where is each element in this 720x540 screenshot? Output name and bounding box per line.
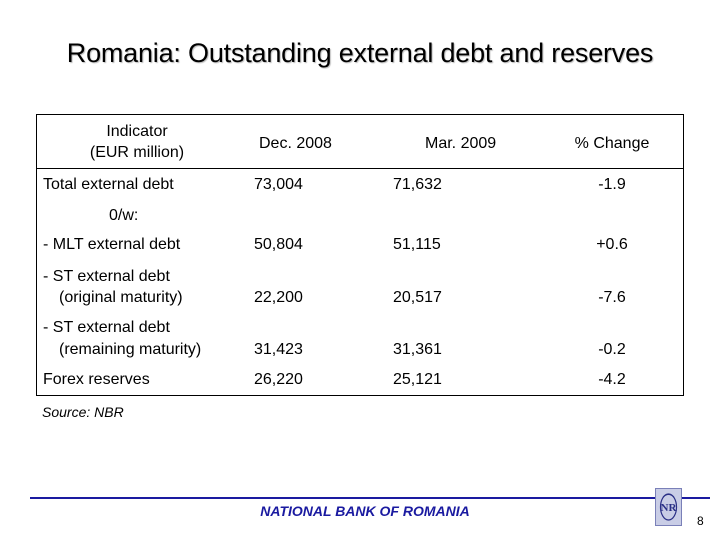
row-value-dec: 73,004: [254, 176, 303, 193]
nbr-logo-icon: NR: [655, 488, 682, 526]
footer-bank-name: NATIONAL BANK OF ROMANIA: [260, 503, 470, 519]
row-value-change: -4.2: [598, 371, 626, 388]
row-value-dec: 22,200: [254, 289, 303, 306]
row-label: - ST external debt: [43, 319, 170, 336]
svg-text:NR: NR: [661, 502, 678, 514]
row-label-sub: (original maturity): [59, 289, 183, 306]
header-mar-2009: Mar. 2009: [425, 135, 497, 152]
row-label-sub: (remaining maturity): [59, 341, 202, 358]
row-value-dec: 50,804: [254, 236, 303, 253]
source-note: Source: NBR: [42, 404, 124, 420]
row-value-mar: 20,517: [393, 289, 442, 306]
row-value-change: -7.6: [598, 289, 626, 306]
page-number: 8: [697, 514, 704, 528]
header-indicator-line2: (EUR million): [89, 144, 185, 161]
row-label-of-which: 0/w:: [109, 207, 139, 224]
row-value-change: -1.9: [598, 176, 626, 193]
slide-title: Romania: Outstanding external debt and r…: [66, 38, 654, 68]
header-pct-change: % Change: [574, 135, 650, 152]
header-indicator: Indicator (EUR million): [37, 121, 237, 163]
header-divider: [37, 168, 683, 169]
row-value-mar: 71,632: [393, 176, 442, 193]
row-label: - ST external debt: [43, 268, 170, 285]
row-label: - MLT external debt: [43, 236, 181, 253]
header-indicator-line1: Indicator: [106, 123, 168, 140]
debt-table: Indicator (EUR million) Dec. 2008 Mar. 2…: [36, 114, 684, 396]
row-value-change: -0.2: [598, 341, 626, 358]
footer-divider: [30, 497, 710, 499]
row-value-dec: 31,423: [254, 341, 303, 358]
row-value-mar: 25,121: [393, 371, 442, 388]
row-value-change: +0.6: [596, 236, 628, 253]
row-value-dec: 26,220: [254, 371, 303, 388]
row-label: Forex reserves: [43, 371, 150, 388]
row-label: Total external debt: [43, 176, 174, 193]
row-value-mar: 31,361: [393, 341, 442, 358]
row-value-mar: 51,115: [393, 236, 441, 253]
header-dec-2008: Dec. 2008: [259, 135, 332, 152]
